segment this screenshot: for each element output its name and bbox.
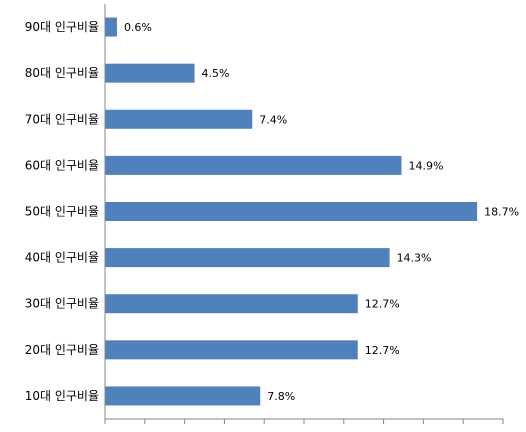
data-label: 14.3% (397, 252, 432, 265)
data-label: 7.8% (267, 390, 295, 403)
category-label: 50대 인구비율 (25, 205, 99, 219)
bar (105, 155, 402, 175)
bar (105, 109, 253, 129)
category-label: 70대 인구비율 (25, 112, 99, 126)
category-label: 40대 인구비율 (25, 251, 99, 265)
x-axis-ticks (104, 419, 504, 424)
bar (105, 340, 358, 360)
category-label: 10대 인구비율 (25, 389, 99, 403)
category-label: 80대 인구비율 (25, 66, 99, 80)
bar (105, 63, 195, 83)
category-labels: 90대 인구비율 80대 인구비율 70대 인구비율 60대 인구비율 50대 인구비율… (25, 20, 99, 403)
bar (105, 386, 261, 406)
data-label: 7.4% (259, 113, 287, 126)
bars-group (105, 17, 478, 406)
category-label: 20대 인구비율 (25, 343, 99, 357)
data-label: 4.5% (202, 67, 230, 80)
data-label: 18.7% (484, 206, 519, 219)
data-label: 0.6% (124, 21, 152, 34)
bar (105, 248, 390, 268)
bar (105, 202, 478, 221)
data-label: 14.9% (409, 159, 444, 172)
category-label: 30대 인구비율 (25, 297, 99, 311)
category-label: 60대 인구비율 (25, 158, 99, 172)
category-label: 90대 인구비율 (25, 20, 99, 34)
data-label: 12.7% (365, 298, 400, 311)
bar (105, 294, 358, 314)
data-label: 12.7% (365, 344, 400, 357)
bar (105, 17, 117, 37)
data-labels: 0.6% 4.5% 7.4% 14.9% 18.7% 14.3% 12.7% 12.7% 7.8… (124, 21, 519, 403)
